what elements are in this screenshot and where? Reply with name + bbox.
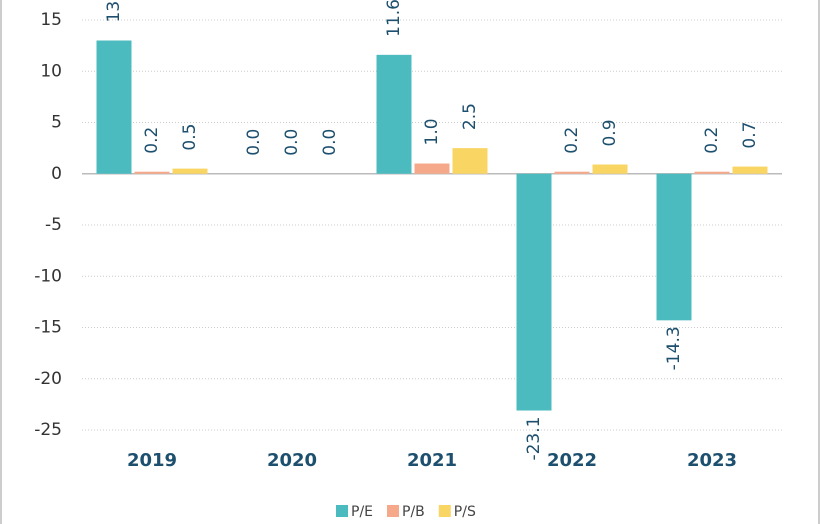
bar (554, 171, 590, 174)
bar (694, 171, 730, 174)
bar (732, 166, 768, 174)
value-label: 0.9 (600, 119, 620, 146)
bar (592, 164, 628, 174)
value-label: 1.0 (422, 118, 442, 145)
y-tick-label: 15 (40, 10, 62, 30)
bar (414, 163, 450, 174)
x-tick-label: 2019 (127, 450, 177, 471)
value-label: 0.0 (244, 129, 264, 156)
legend-swatch (387, 505, 400, 517)
legend-label: P/B (402, 504, 425, 520)
value-label: -23.1 (524, 417, 544, 461)
legend-label: P/S (454, 504, 476, 520)
value-label: 0.2 (142, 127, 162, 154)
value-label: 13.0 (104, 0, 124, 23)
value-label: 0.2 (702, 127, 722, 154)
x-tick-label: 2023 (687, 450, 737, 471)
y-tick-label: -25 (34, 420, 62, 440)
y-tick-label: 5 (51, 113, 62, 133)
value-label: 0.7 (740, 122, 760, 149)
y-tick-label: -15 (34, 318, 62, 338)
x-tick-label: 2021 (407, 450, 457, 471)
y-tick-label: -10 (34, 266, 62, 286)
legend-label: P/E (351, 504, 373, 520)
y-tick-label: 10 (40, 61, 62, 81)
x-tick-label: 2022 (547, 450, 597, 471)
value-label: 0.0 (282, 129, 302, 156)
value-label: 11.6 (384, 0, 404, 37)
bar (656, 173, 692, 321)
legend-swatch (336, 505, 348, 517)
legend-swatch (438, 505, 451, 517)
x-tick-label: 2020 (267, 450, 317, 471)
bar (96, 40, 132, 174)
bar (376, 54, 412, 174)
value-label: 2.5 (460, 103, 480, 130)
bar (516, 173, 552, 411)
bar (452, 148, 488, 174)
y-tick-label: -5 (45, 215, 62, 235)
bar (172, 168, 208, 174)
value-label: 0.0 (320, 129, 340, 156)
y-tick-label: -20 (34, 369, 62, 389)
bar (134, 171, 170, 174)
value-label: -14.3 (664, 326, 684, 370)
y-tick-label: 0 (51, 164, 62, 184)
value-label: 0.5 (180, 124, 200, 151)
value-label: 0.2 (562, 127, 582, 154)
